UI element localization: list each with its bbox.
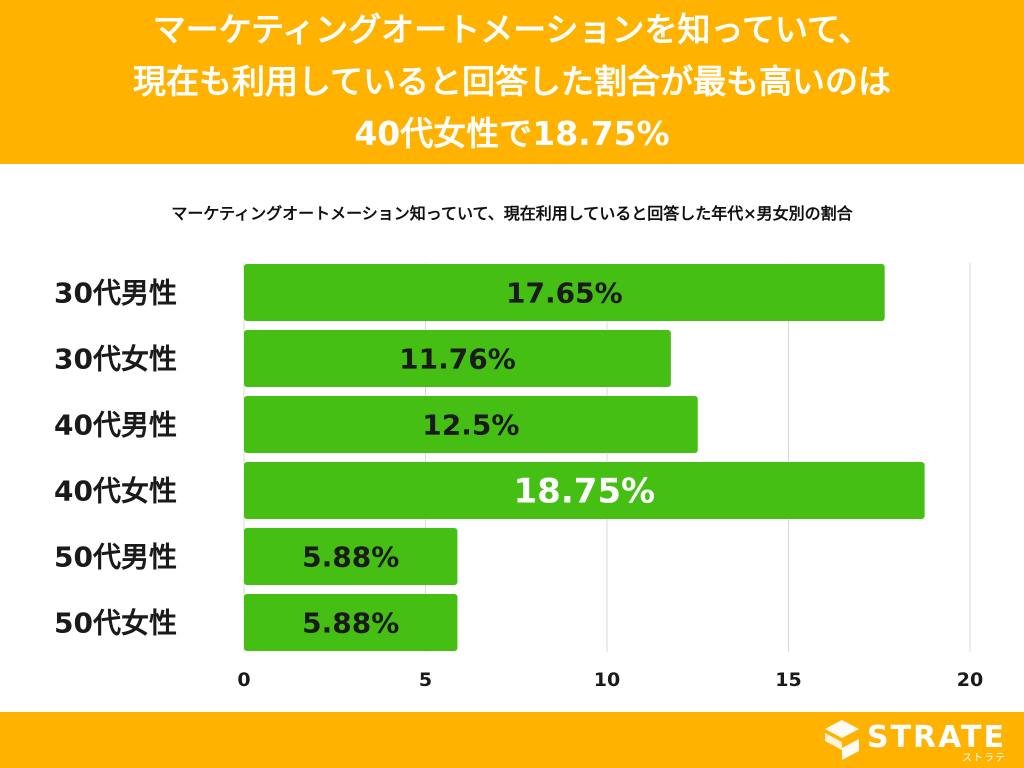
x-tick-label-5: 5 <box>419 669 432 691</box>
category-label-3: 40代男性 <box>54 409 177 442</box>
x-tick-label-20: 20 <box>957 669 983 691</box>
bar-5 <box>244 528 458 585</box>
logo-text: STRATE <box>866 720 1006 755</box>
footer-banner: STRATE ストラテ <box>0 712 1024 768</box>
logo-subtext: ストラテ <box>962 753 1006 764</box>
bar-2 <box>244 330 671 387</box>
bar-4 <box>244 462 925 519</box>
x-tick-label-15: 15 <box>775 669 801 691</box>
headline-line-3: 40代女性で18.75% <box>354 114 670 153</box>
category-label-6: 50代女性 <box>54 607 177 640</box>
value-label-1: 17.65% <box>506 277 623 310</box>
strate-logo-icon <box>824 720 859 760</box>
x-tick-label-10: 10 <box>594 669 620 691</box>
bar-1 <box>244 264 885 321</box>
bar-3 <box>244 396 698 453</box>
headline-line-1: マーケティングオートメーションを知っていて、 <box>152 10 872 49</box>
value-label-6: 5.88% <box>302 607 399 640</box>
bar-chart: 0 5 10 15 20 30代男性 17.65% 30代女性 11.76% 40代男性 12.5%… <box>54 263 983 691</box>
value-label-3: 12.5% <box>422 409 519 442</box>
header-banner: マーケティングオートメーションを知っていて、 現在も利用していると回答した割合が… <box>0 0 1024 164</box>
headline-line-2: 現在も利用していると回答した割合が最も高いのは <box>132 62 891 101</box>
chart-title: マーケティングオートメーション知っていて、現在利用していると回答した年代×男女別… <box>171 204 853 223</box>
value-label-2: 11.76% <box>399 343 516 376</box>
value-label-5: 5.88% <box>302 541 399 574</box>
bar-6 <box>244 594 458 651</box>
category-label-5: 50代男性 <box>54 541 177 574</box>
category-label-2: 30代女性 <box>54 343 177 376</box>
category-label-1: 30代男性 <box>54 277 177 310</box>
category-label-4: 40代女性 <box>54 475 177 508</box>
strate-logo: STRATE ストラテ <box>824 720 1006 764</box>
value-label-4: 18.75% <box>514 472 656 512</box>
x-tick-label-0: 0 <box>237 669 250 691</box>
